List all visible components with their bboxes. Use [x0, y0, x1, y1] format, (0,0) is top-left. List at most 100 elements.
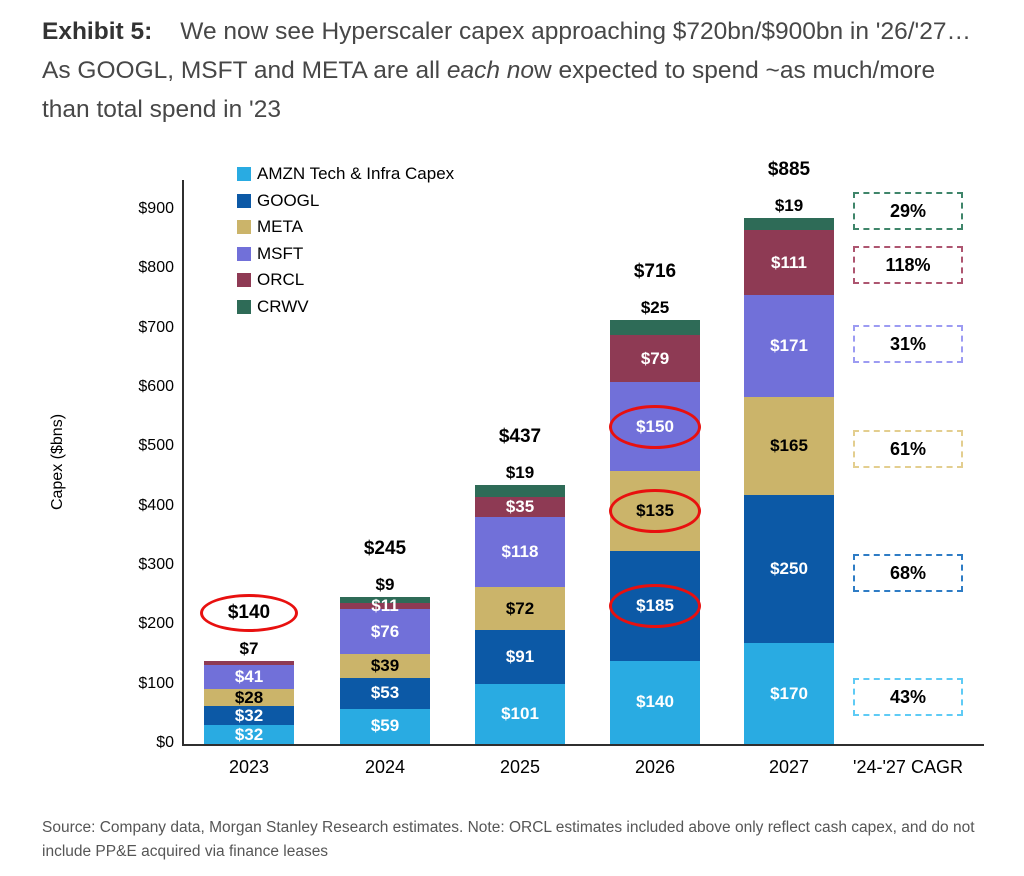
bar-2025-segment-amzn [475, 684, 565, 744]
y-tick-$500: $500 [138, 437, 174, 455]
bar-2027-segment-googl [744, 494, 834, 644]
cagr-box-crwv: 29% [853, 192, 963, 230]
bar-value-label: $170 [770, 683, 808, 703]
googl-swatch-icon [237, 193, 251, 208]
bar-value-label: $171 [770, 336, 808, 356]
bar-value-label: $140 [636, 692, 674, 712]
cagr-box-msft: 31% [853, 325, 963, 363]
above-bar-label-2023: $7 [239, 638, 259, 658]
bar-2024-segment-meta [340, 654, 430, 678]
bar-2023-segment-amzn [204, 725, 294, 744]
source-note: Source: Company data, Morgan Stanley Res… [42, 818, 975, 860]
legend-item-googl: GOOGL [237, 191, 319, 211]
y-tick-$900: $900 [138, 200, 174, 217]
legend-item-amzn: AMZN Tech & Infra Capex [237, 164, 454, 184]
crwv-swatch-icon [237, 300, 251, 314]
title-text-1: We now see Hyperscaler capex approaching… [42, 18, 971, 84]
y-tick-$200: $200 [138, 615, 174, 633]
y-tick-$400: $400 [138, 496, 174, 514]
bar-value-label: $79 [640, 348, 670, 368]
total-label-2024: $245 [363, 538, 407, 560]
bar-2025-segment-googl [475, 630, 565, 685]
bar-2024-segment-crwv [340, 597, 430, 603]
exhibit-title: Exhibit 5: We now see Hyperscaler capex a… [42, 12, 972, 129]
bar-value-label: $39 [370, 655, 400, 675]
above-bar-label-2025: $19 [505, 463, 535, 483]
cagr-box-amzn: 43% [853, 678, 963, 716]
above-bar-label-2024: $9 [375, 575, 395, 595]
cagr-value-crwv: 29% [889, 200, 927, 221]
legend-item-msft: MSFT [237, 244, 303, 264]
y-tick-$100: $100 [138, 674, 174, 692]
bar-2026-segment-amzn [610, 660, 700, 744]
cagr-value-googl: 68% [889, 562, 927, 583]
bar-value-label: $32 [234, 724, 264, 744]
y-tick-$0: $0 [156, 734, 174, 751]
bar-2025-segment-meta [475, 587, 565, 631]
bar-value-label: $76 [370, 621, 400, 641]
bar-value-label: $59 [370, 716, 400, 736]
bar-2027-segment-orcl [744, 229, 834, 296]
bar-2023-segment-meta [204, 689, 294, 707]
bar-value-label: $35 [505, 496, 535, 516]
msft-swatch-icon [237, 246, 251, 261]
bar-value-label: $111 [771, 252, 807, 272]
highlight-ellipse [609, 489, 701, 534]
cagr-box-meta: 61% [853, 430, 963, 468]
cagr-value-orcl: 118% [885, 254, 931, 275]
y-tick-$700: $700 [138, 318, 174, 336]
cagr-value-meta: 61% [889, 438, 927, 459]
legend-item-crwv: CRWV [237, 297, 309, 317]
bar-2024-segment-amzn [340, 708, 430, 744]
cagr-box-googl: 68% [853, 554, 963, 592]
bar-value-label: $91 [505, 647, 535, 667]
total-label-2026: $716 [633, 261, 677, 283]
exhibit-number: Exhibit 5: [42, 18, 153, 45]
bar-2027-segment-msft [744, 295, 834, 397]
total-label-2027: $885 [767, 159, 811, 181]
x-label-2023: 2023 [228, 757, 270, 777]
cagr-value-msft: 31% [889, 333, 927, 354]
y-tick-$600: $600 [138, 378, 174, 395]
bar-2027-segment-meta [744, 396, 834, 495]
bar-2024-segment-googl [340, 677, 430, 709]
bar-2024-segment-orcl [340, 602, 430, 610]
bar-value-label: $101 [501, 704, 539, 724]
x-label-2027: 2027 [768, 757, 810, 777]
above-bar-label-2026: $25 [640, 298, 670, 318]
legend-label-meta: META [257, 217, 303, 237]
y-axis-line [182, 180, 184, 744]
legend-label-msft: MSFT [257, 243, 304, 263]
legend-label-amzn: AMZN Tech & Infra Capex [257, 164, 455, 183]
title-text-italic: each no [446, 57, 535, 84]
orcl-swatch-icon [237, 273, 251, 288]
bar-value-label: $165 [770, 435, 808, 455]
bar-value-label: $118 [501, 542, 539, 562]
bar-2027-segment-crwv [744, 218, 834, 230]
bar-value-label: $28 [234, 687, 264, 707]
amzn-swatch-icon [237, 167, 251, 181]
total-label-2025: $437 [498, 426, 542, 448]
legend-label-crwv: CRWV [257, 297, 309, 316]
bar-2025-segment-orcl [475, 496, 565, 518]
x-label-cagr-header: '24-'27 CAGR [853, 757, 963, 777]
bar-2023-segment-orcl [204, 660, 294, 666]
legend-item-orcl: ORCL [237, 270, 304, 290]
y-tick-$300: $300 [138, 556, 174, 573]
legend-label-googl: GOOGL [257, 190, 320, 210]
x-label-2025: 2025 [499, 757, 541, 777]
meta-swatch-icon [237, 220, 251, 235]
bar-2023-segment-msft [204, 665, 294, 690]
y-axis-title: Capex ($bns) [49, 413, 66, 511]
bar-value-label: $32 [234, 705, 264, 725]
x-axis-line [182, 744, 984, 746]
y-tick-$800: $800 [138, 259, 174, 277]
highlight-ellipse [609, 404, 701, 449]
legend-label-orcl: ORCL [257, 270, 305, 290]
bar-2024-segment-msft [340, 609, 430, 655]
above-bar-label-2027: $19 [774, 196, 804, 216]
bar-2026-segment-orcl [610, 335, 700, 383]
bar-value-label: $11 [371, 596, 399, 616]
bar-2026-segment-crwv [610, 320, 700, 336]
